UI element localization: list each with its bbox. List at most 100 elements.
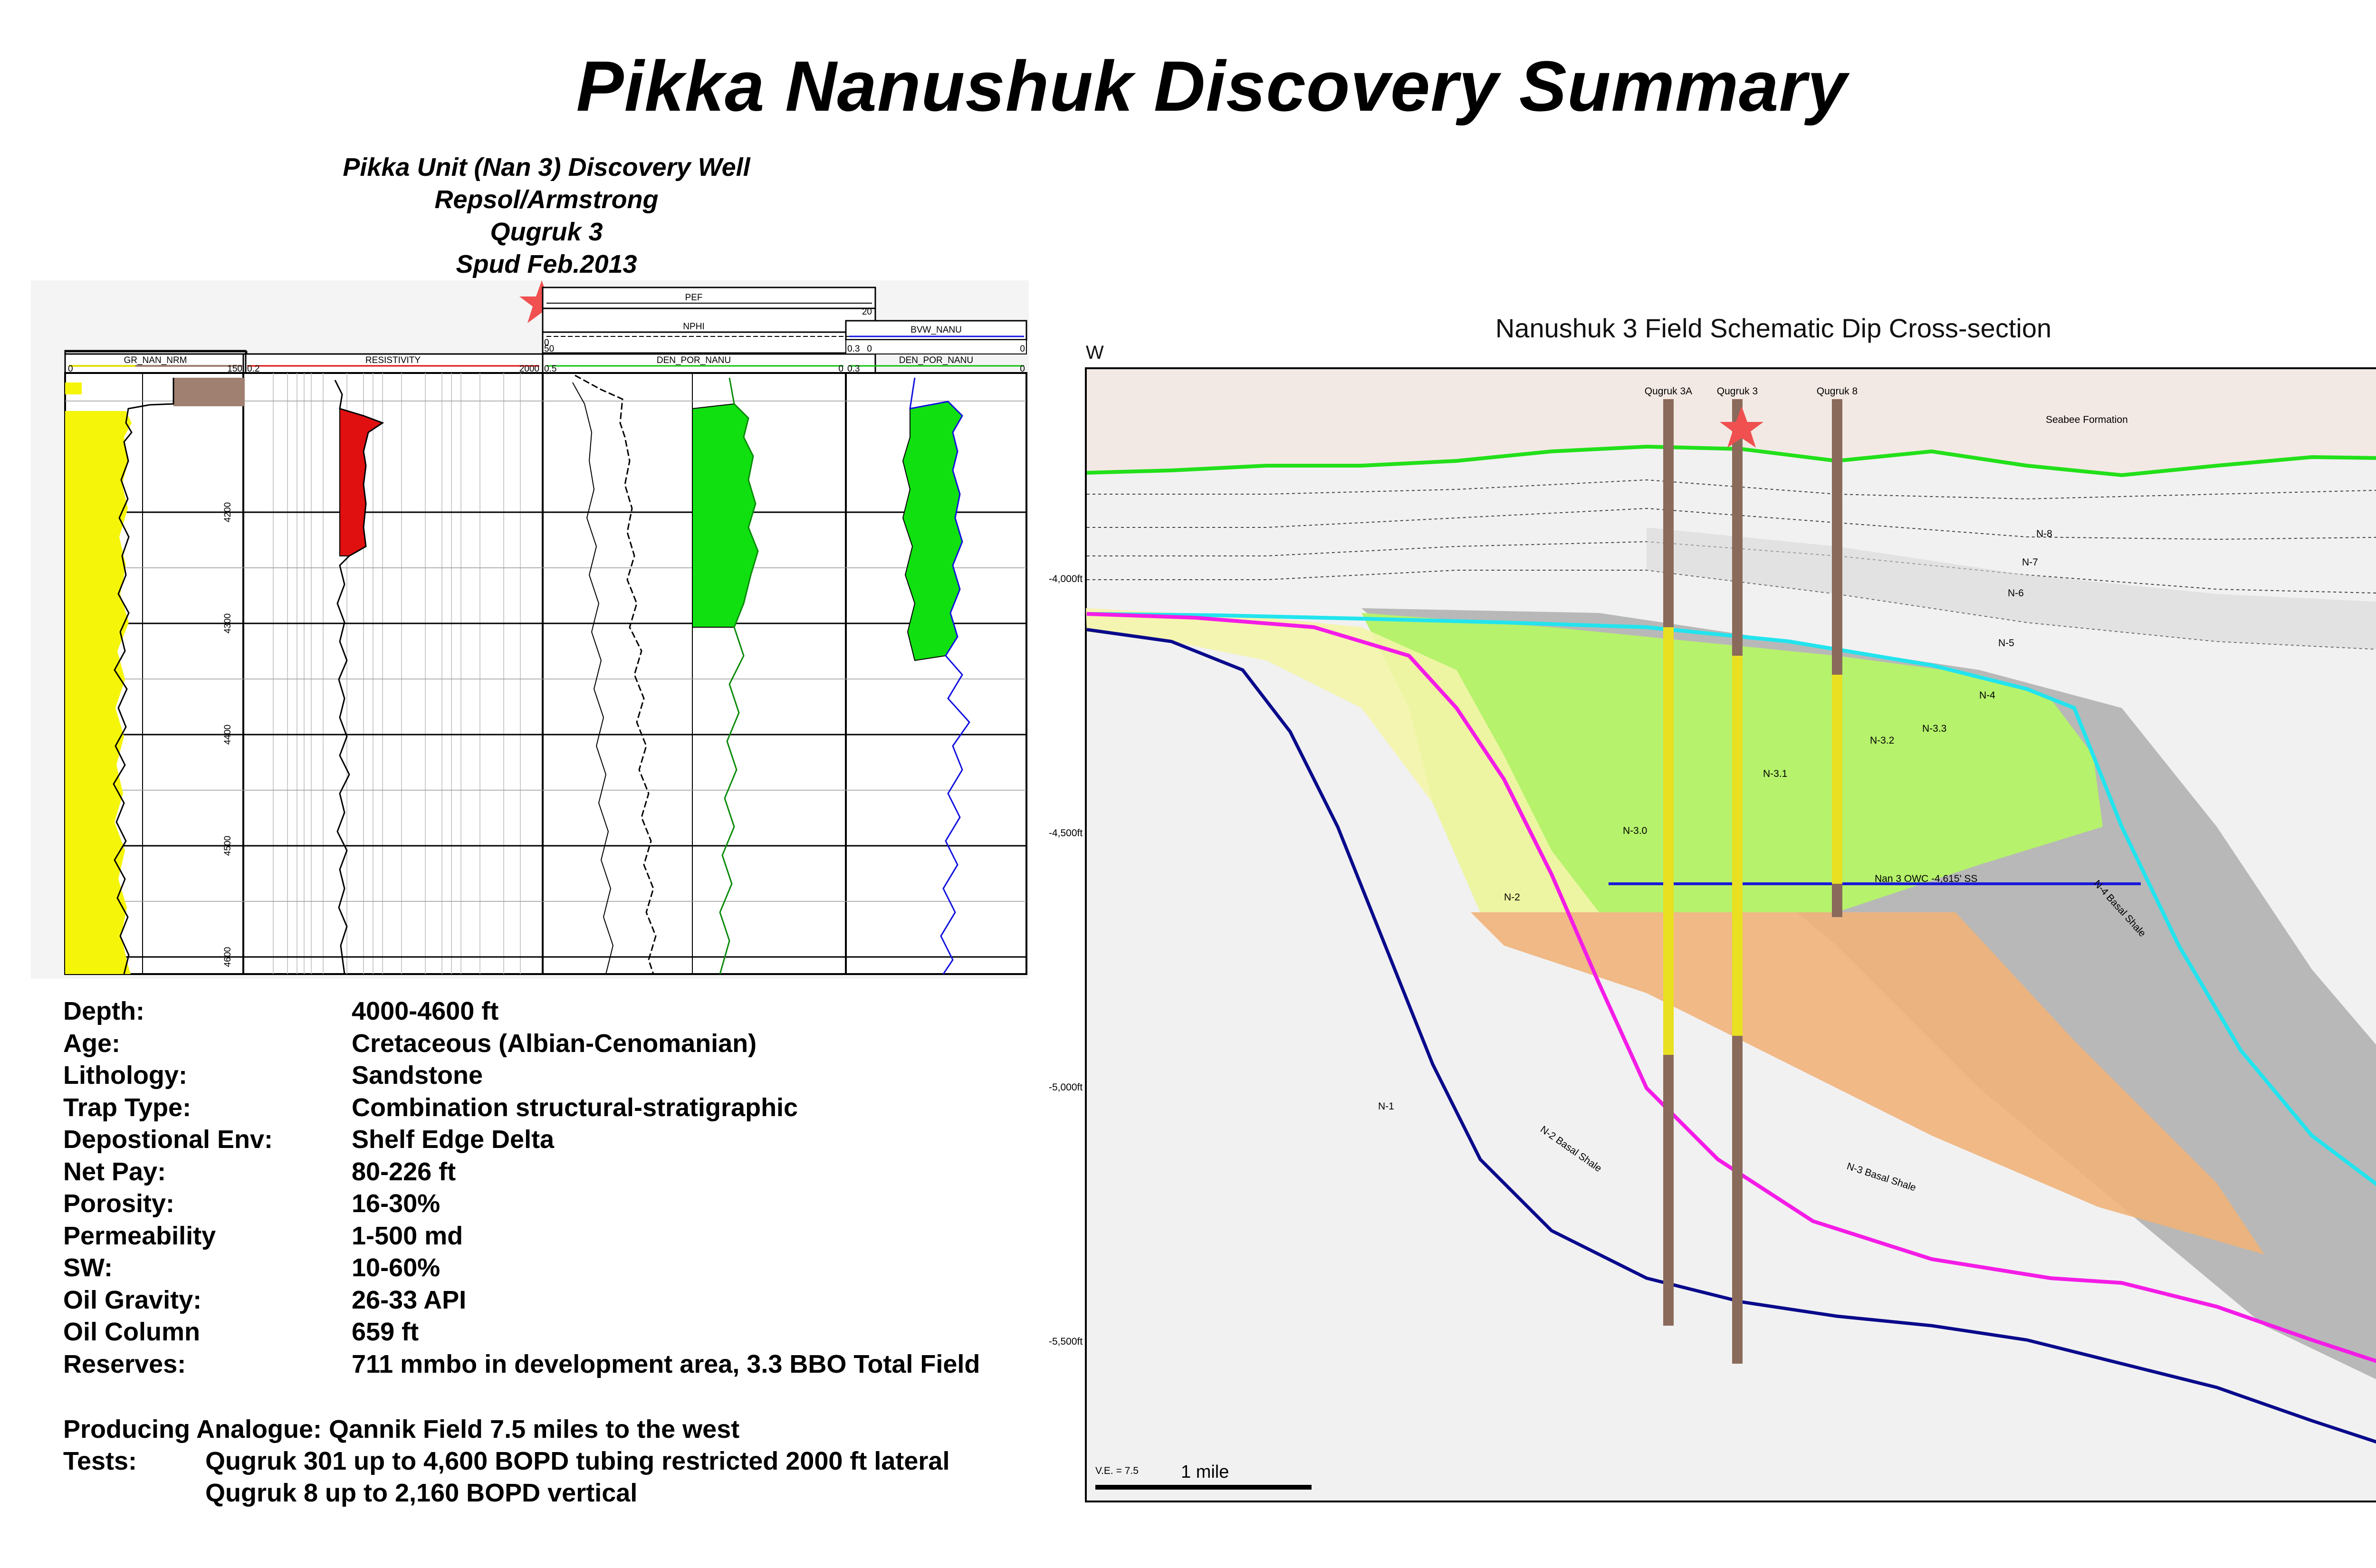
vertical-exaggeration-label: V.E. = 7.5 xyxy=(1095,1465,1139,1476)
summary-label: Depth: xyxy=(63,997,144,1025)
nphi-curve xyxy=(575,374,657,975)
summary-row-reserves: Reserves: 711 mmbo in development area, 3… xyxy=(63,1348,980,1381)
pef-track-name: PEF xyxy=(685,293,703,303)
den-por-2-track-max: 0 xyxy=(1020,364,1025,374)
summary-row-oil-gravity: Oil Gravity: 26-33 API xyxy=(63,1284,980,1317)
seabee-formation-label: Seabee Formation xyxy=(2046,414,2128,425)
n4-basal-cyan-line xyxy=(1086,612,2376,1186)
tests-label: Tests: xyxy=(63,1447,137,1475)
unit-label-n2: N-2 xyxy=(1504,892,1520,903)
gr-track-max: 150 xyxy=(227,364,242,374)
depth-label-4300: 4300 xyxy=(223,613,233,633)
summary-row-trap-type: Trap Type: Combination structural-stratig… xyxy=(63,1092,980,1124)
test-line-1: Qugruk 301 up to 4,600 BOPD tubing restr… xyxy=(205,1447,950,1475)
well-qugruk-3 xyxy=(1732,399,1743,1364)
den-por-track-name: DEN_POR_NANU xyxy=(657,355,731,365)
summary-label: Permeability xyxy=(63,1221,216,1250)
page-title: Pikka Nanushuk Discovery Summary xyxy=(576,46,1848,126)
well-label-qugruk-3a: Qugruk 3A xyxy=(1645,386,1692,397)
pef-track-min: 0 xyxy=(544,338,549,348)
summary-row-lithology: Lithology: Sandstone xyxy=(63,1060,980,1092)
unit-label-n30: N-3.0 xyxy=(1623,825,1647,836)
summary-list: Depth: 4000-4600 ft Age: Cretaceous (Albia… xyxy=(63,995,980,1380)
gr-curve xyxy=(113,378,174,975)
summary-label: Lithology: xyxy=(63,1061,187,1090)
well-label-qugruk-3: Qugruk 3 xyxy=(1717,386,1758,397)
unit-label-n6: N-6 xyxy=(2008,588,2024,599)
pef-track-max: 20 xyxy=(862,307,872,317)
den-por-2-track-min: 0.3 xyxy=(847,364,860,374)
well-header-line1: Pikka Unit (Nan 3) Discovery Well xyxy=(343,153,750,182)
summary-value: 10-60% xyxy=(352,1253,441,1282)
summary-label: Porosity: xyxy=(63,1189,175,1218)
unit-label-n1: N-1 xyxy=(1378,1101,1394,1112)
summary-value: Sandstone xyxy=(352,1061,483,1090)
cross-section-panel: Nanushuk 3 Field Schematic Dip Cross-sec… xyxy=(1029,280,2376,1520)
xs-depth-4000: -4,000ft xyxy=(1049,574,1083,584)
nphi-track-min: 50 xyxy=(544,344,554,354)
discovery-star-icon-xs xyxy=(1720,406,1763,448)
summary-label: Age: xyxy=(63,1029,120,1058)
den-por-curve xyxy=(719,377,759,975)
cross-section-svg: Nanushuk 3 Field Schematic Dip Cross-sec… xyxy=(1049,313,2376,1502)
west-label: W xyxy=(1086,342,1104,363)
summary-label: Oil Gravity: xyxy=(63,1285,202,1314)
summary-value: Shelf Edge Delta xyxy=(352,1125,555,1154)
depth-label-4600: 4600 xyxy=(223,947,233,967)
den-por-track-min: 0.5 xyxy=(544,364,556,374)
summary-row-permeability: Permeability 1-500 md xyxy=(63,1220,980,1252)
nphi-track-max: 0 xyxy=(867,344,872,354)
unit-label-n7: N-7 xyxy=(2022,557,2038,568)
summary-value: 711 mmbo in development area, 3.3 BBO To… xyxy=(352,1349,980,1378)
summary-value: 659 ft xyxy=(352,1318,419,1346)
summary-value: 16-30% xyxy=(352,1189,441,1218)
well-label-qugruk-8: Qugruk 8 xyxy=(1817,386,1858,397)
bvw-track-name: BVW_NANU xyxy=(910,325,962,335)
well-header-line4: Spud Feb.2013 xyxy=(456,250,637,278)
unit-label-n31: N-3.1 xyxy=(1763,768,1787,779)
summary-value: 4000-4600 ft xyxy=(352,997,499,1025)
cross-section-title: Nanushuk 3 Field Schematic Dip Cross-sec… xyxy=(1495,313,2051,343)
unit-label-n5: N-5 xyxy=(1998,638,2014,649)
gr-track-name: GR_NAN_NRM xyxy=(124,355,187,365)
summary-label: Net Pay: xyxy=(63,1157,166,1186)
unit-label-n8: N-8 xyxy=(2036,528,2052,539)
summary-row-depositional-env: Depostional Env: Shelf Edge Delta xyxy=(63,1124,980,1156)
summary-value: 1-500 md xyxy=(352,1221,463,1250)
unit-label-n4: N-4 xyxy=(1979,690,1995,701)
well-header-line3: Qugruk 3 xyxy=(490,218,603,246)
den-por-track-max: 0 xyxy=(838,364,843,374)
unit-label-n33: N-3.3 xyxy=(1922,723,1946,734)
summary-row-sw: SW: 10-60% xyxy=(63,1252,980,1284)
summary-label: Trap Type: xyxy=(63,1093,192,1122)
gr-track-min: 0 xyxy=(68,364,73,374)
summary-label: SW: xyxy=(63,1253,113,1282)
bvw-track-max: 0 xyxy=(1020,344,1025,354)
bvw-curve xyxy=(909,377,970,975)
discovery-star-icon xyxy=(519,280,564,323)
producing-analogue: Producing Analogue: Qannik Field 7.5 mil… xyxy=(63,1415,740,1444)
summary-row-age: Age: Cretaceous (Albian-Cenomanian) xyxy=(63,1028,980,1060)
summary-label: Oil Column xyxy=(63,1318,200,1346)
nphi-track-name: NPHI xyxy=(683,322,704,332)
summary-value: 26-33 API xyxy=(352,1285,467,1314)
well-qugruk-3a xyxy=(1663,399,1674,1326)
well-log-panel: GR_NAN_NRM 0 150 RESISTIVITY 0.2 2000 PE… xyxy=(31,280,1029,979)
depth-label-4500: 4500 xyxy=(223,836,233,856)
summary-row-net-pay: Net Pay: 80-226 ft xyxy=(63,1156,980,1188)
gr-sand-fill xyxy=(65,411,132,974)
resistivity-track-min: 0.2 xyxy=(247,364,259,374)
summary-row-porosity: Porosity: 16-30% xyxy=(63,1188,980,1220)
n3-basal-magenta-line xyxy=(1086,612,2376,1363)
summary-value: 80-226 ft xyxy=(352,1157,456,1186)
well-header-line2: Repsol/Armstrong xyxy=(434,185,659,214)
unit-label-n32: N-3.2 xyxy=(1870,735,1894,746)
depth-label-4200: 4200 xyxy=(223,502,233,522)
xs-depth-5500: -5,500ft xyxy=(1049,1336,1083,1347)
xs-depth-4500: -4,500ft xyxy=(1049,828,1083,839)
resistivity-track-max: 2000 xyxy=(519,364,539,374)
well-qugruk-8 xyxy=(1832,399,1842,917)
summary-value: Combination structural-stratigraphic xyxy=(352,1093,798,1122)
summary-label: Reserves: xyxy=(63,1349,186,1378)
pef-curve xyxy=(572,382,614,975)
